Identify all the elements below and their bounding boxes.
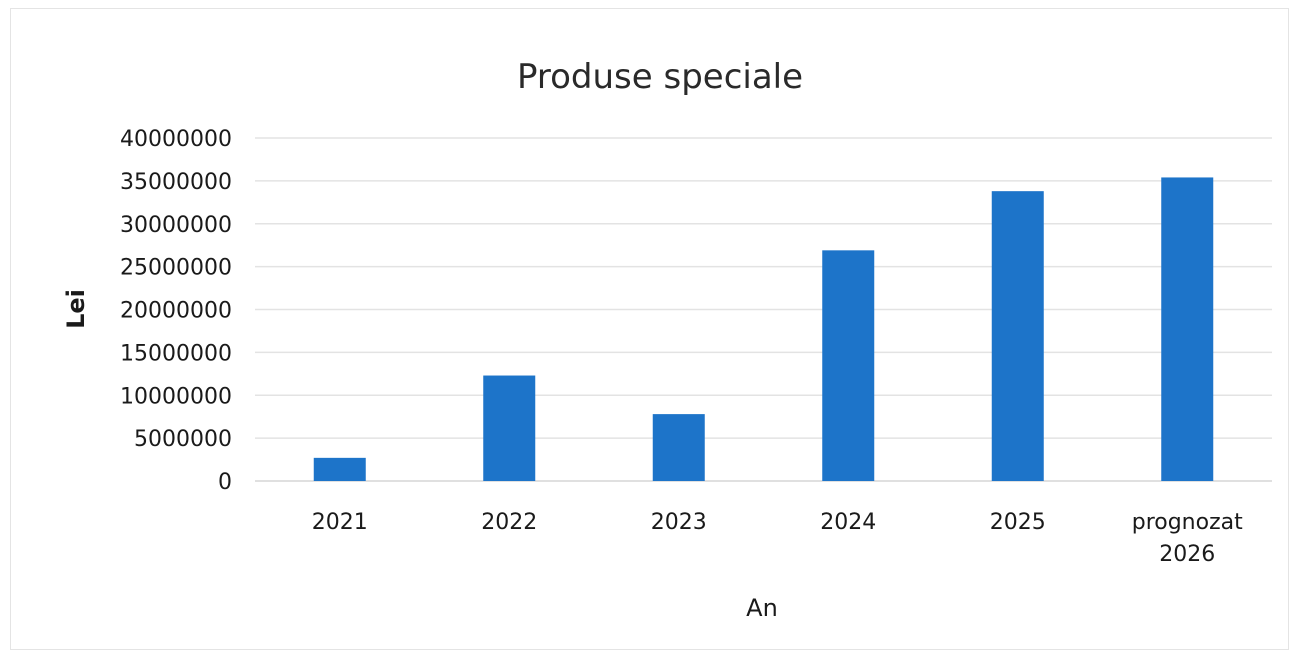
bar-prognozat-2026 [1161, 177, 1214, 481]
y-tick-label: 10000000 [120, 384, 232, 409]
x-tick-label: 2025 [990, 510, 1046, 535]
y-axis-ticks: 0 5000000 10000000 15000000 20000000 25000000… [120, 127, 232, 495]
y-tick-label: 25000000 [120, 256, 232, 281]
y-tick-label: 20000000 [120, 299, 232, 324]
y-tick-label: 5000000 [134, 427, 232, 452]
x-tick-label: 2023 [651, 510, 707, 535]
bar-2021 [313, 457, 366, 481]
chart-frame [10, 8, 1289, 650]
x-tick-label: 2021 [312, 510, 368, 535]
y-axis-label: Lei [62, 289, 90, 329]
x-axis-label: An [746, 594, 778, 622]
y-tick-label: 15000000 [120, 341, 232, 366]
x-tick-label: prognozat 2026 [1132, 510, 1243, 567]
bar-2022 [483, 375, 536, 481]
chart-title: Produse speciale [517, 57, 803, 97]
grid-lines [255, 137, 1272, 482]
bar-2025 [991, 191, 1044, 482]
bars [313, 177, 1214, 482]
y-tick-label: 40000000 [120, 127, 232, 152]
y-tick-label: 30000000 [120, 213, 232, 238]
y-tick-label: 0 [218, 470, 232, 495]
bar-2024 [822, 250, 875, 481]
bar-2023 [652, 414, 705, 481]
y-tick-label: 35000000 [120, 170, 232, 195]
x-tick-label: 2022 [481, 510, 537, 535]
x-axis-ticks: 2021 2022 2023 2024 2025 prognozat 2026 [312, 510, 1243, 567]
x-tick-label: 2024 [820, 510, 876, 535]
